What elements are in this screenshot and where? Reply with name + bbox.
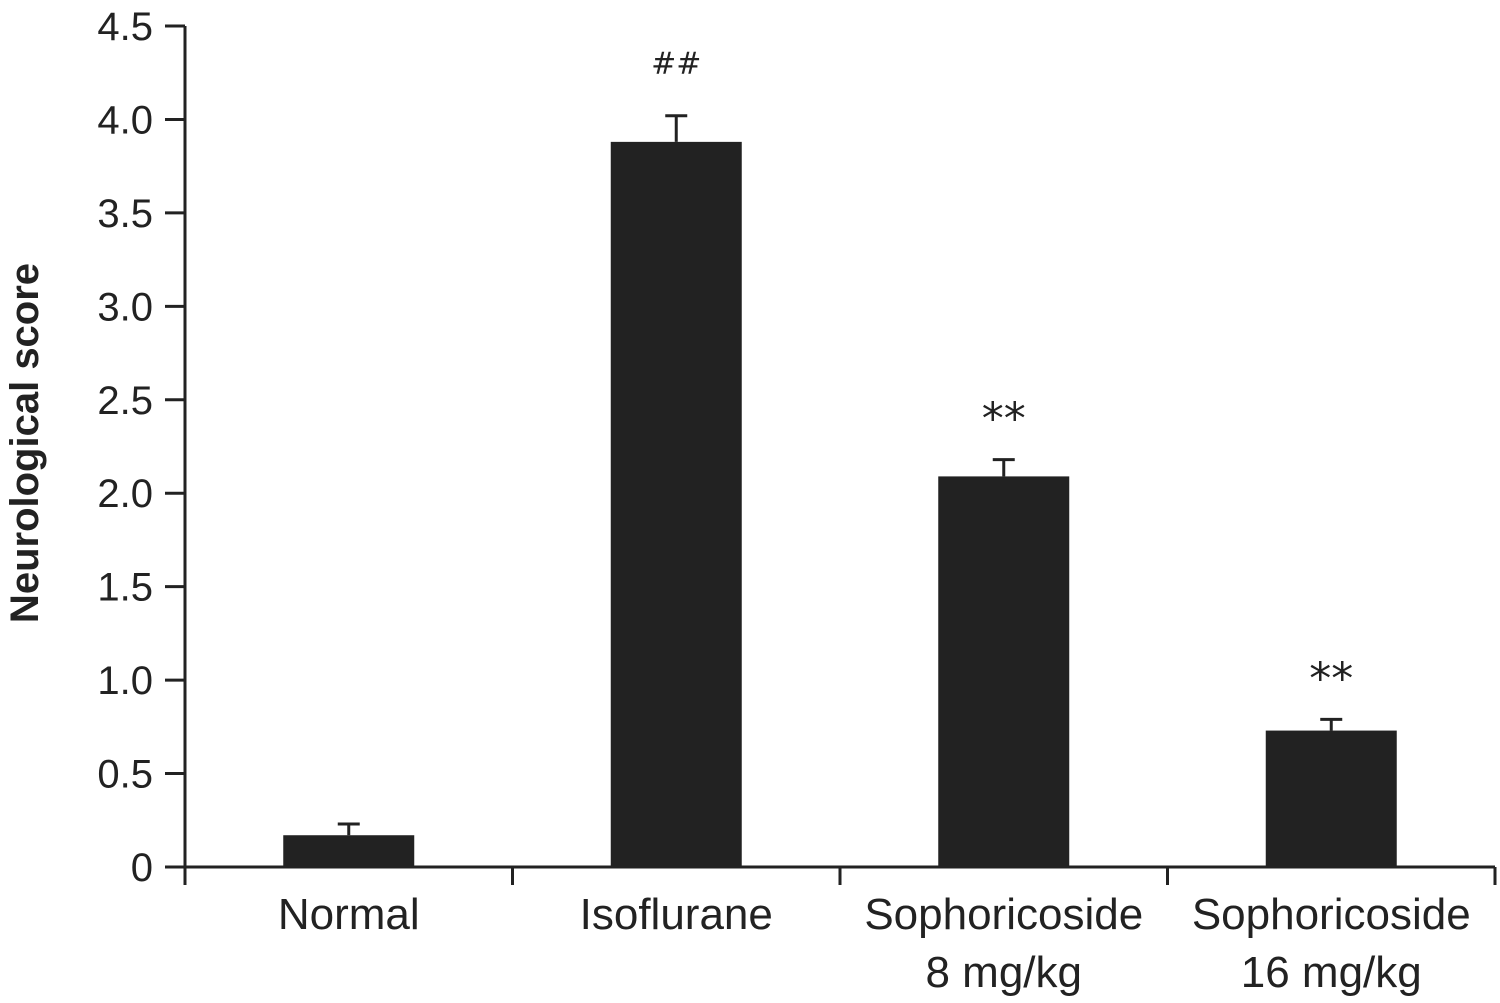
- x-tick-label: Isoflurane: [580, 890, 773, 939]
- y-tick-label: 0: [131, 846, 153, 890]
- bar: [283, 835, 415, 867]
- bar: [1265, 730, 1397, 867]
- significance-label: **: [1309, 653, 1353, 704]
- x-tick-label: Sophoricoside 16 mg/kg: [1192, 890, 1471, 997]
- y-axis-title: Neurological score: [3, 263, 47, 623]
- y-axis: 0 0.5 1.0 1.5 2.0 2.5 3.0 3.5 4.0 4.5: [97, 5, 187, 890]
- y-tick-label: 0.5: [97, 753, 153, 797]
- y-tick-label: 4.0: [97, 98, 153, 142]
- bar: [938, 476, 1070, 867]
- significance-label: **: [982, 394, 1026, 445]
- x-axis: Normal Isoflurane Sophoricoside 8 mg/kg Soph…: [183, 865, 1497, 997]
- significance-label: ##: [651, 47, 701, 82]
- y-tick-label: 1.0: [97, 659, 153, 703]
- x-tick-label: Normal: [278, 890, 420, 939]
- bars: ## ** **: [283, 47, 1397, 868]
- bar: [610, 141, 742, 868]
- x-tick-label: Sophoricoside 8 mg/kg: [864, 890, 1143, 997]
- y-tick-label: 3.5: [97, 192, 153, 236]
- y-tick-label: 2.0: [97, 472, 153, 516]
- y-tick-label: 2.5: [97, 379, 153, 423]
- y-tick-label: 3.0: [97, 285, 153, 329]
- y-tick-label: 4.5: [97, 5, 153, 49]
- y-tick-label: 1.5: [97, 566, 153, 610]
